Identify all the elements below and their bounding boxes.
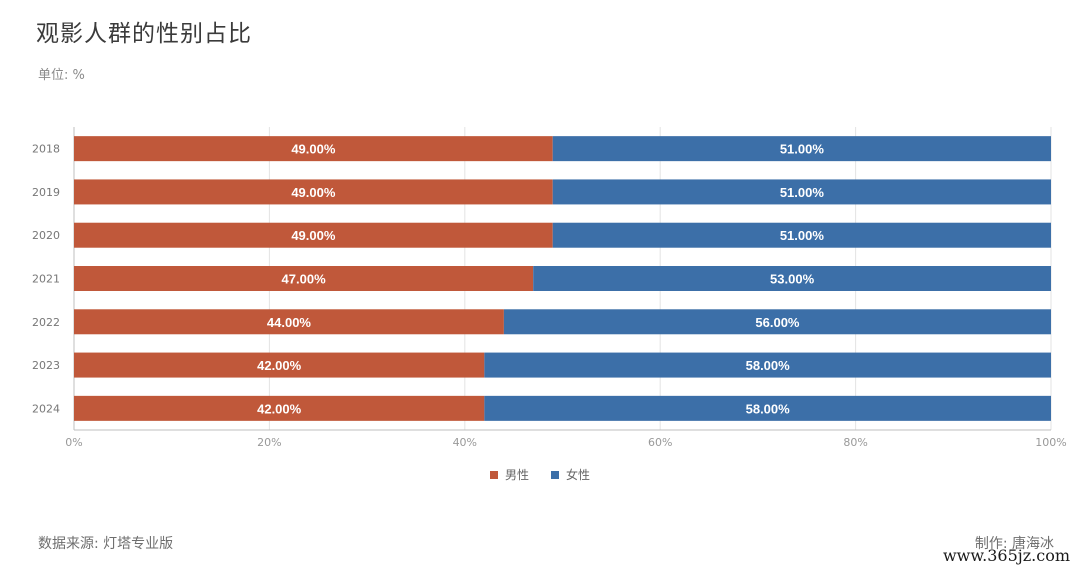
x-tick-label: 20% (257, 436, 281, 449)
chart-title: 观影人群的性别占比 (36, 21, 252, 47)
x-tick-label: 80% (843, 436, 867, 449)
bar-segment-female (484, 352, 1052, 378)
bar-segment-male (74, 352, 485, 378)
bar-segment-male (74, 222, 553, 248)
bar-segment-male (74, 266, 534, 291)
watermark-url: www.365jz.com (942, 546, 1070, 565)
data-label: 49.00% (291, 142, 336, 157)
x-tick-label: 0% (65, 436, 82, 449)
data-label: 42.00% (257, 401, 302, 416)
x-tick-label: 40% (453, 436, 477, 449)
category-label: 2024 (32, 402, 60, 415)
category-label: 2018 (32, 143, 60, 156)
data-source: 数据来源: 灯塔专业版 (38, 536, 174, 552)
data-label: 49.00% (291, 185, 336, 200)
legend-label-female: 女性 (566, 468, 591, 482)
bar-segment-female (552, 136, 1051, 162)
data-label: 53.00% (770, 272, 815, 287)
category-label: 2021 (32, 273, 60, 286)
legend-item-male[interactable]: 男性 (489, 466, 529, 483)
data-label: 58.00% (746, 401, 791, 416)
data-label: 51.00% (780, 228, 825, 243)
legend-swatch-male (489, 470, 498, 479)
data-label: 51.00% (780, 185, 825, 200)
x-tick-label: 60% (648, 436, 672, 449)
bar-segment-female (484, 395, 1052, 421)
bar-segment-female (503, 309, 1051, 335)
data-label: 56.00% (755, 315, 800, 330)
data-label: 42.00% (257, 358, 302, 373)
bar-segment-female (552, 179, 1051, 205)
unit-label: 单位: % (38, 68, 85, 83)
legend-swatch-female (551, 470, 559, 479)
data-label: 44.00% (267, 315, 312, 330)
bar-segment-male (74, 136, 553, 162)
author-credit: 制作: 唐海冰 (974, 536, 1054, 552)
category-label: 2019 (32, 186, 60, 199)
bar-segment-male (74, 309, 504, 335)
data-label: 49.00% (291, 228, 336, 243)
category-label: 2023 (32, 359, 60, 372)
bar-segment-female (533, 266, 1051, 291)
x-tick-label: 100% (1035, 436, 1066, 449)
bar-segment-male (74, 395, 485, 421)
category-label: 2020 (32, 229, 60, 242)
legend-label-male: 男性 (504, 468, 529, 482)
data-label: 58.00% (746, 358, 791, 373)
data-label: 47.00% (282, 272, 327, 287)
category-label: 2022 (32, 316, 60, 329)
legend-item-female[interactable]: 女性 (551, 466, 590, 483)
legend: 男性 女性 (0, 466, 1080, 483)
bar-chart: 0% 20% 40% 60% 80% 100% 2018 49.00% 51.00% 2019 49… (32, 127, 1067, 449)
bar-segment-female (552, 222, 1051, 248)
bar-segment-male (74, 179, 553, 205)
data-label: 51.00% (780, 142, 825, 157)
